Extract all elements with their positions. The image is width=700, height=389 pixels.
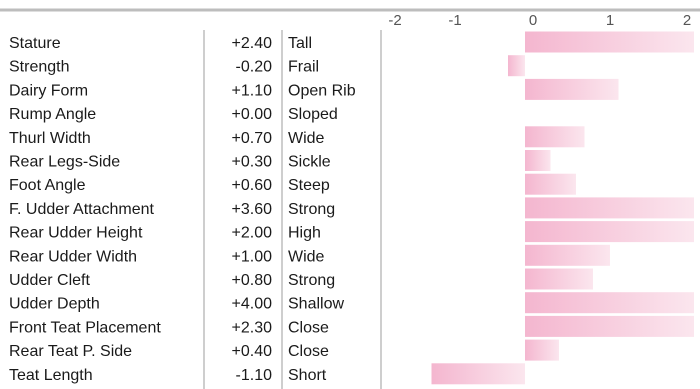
trait-row: Rear Udder Height +2.00 High xyxy=(9,221,694,243)
trait-bar xyxy=(525,292,694,314)
trait-value: +1.00 xyxy=(232,248,273,265)
trait-name: Rump Angle xyxy=(9,106,96,123)
trait-row: Rump Angle +0.00 Sloped xyxy=(9,106,338,123)
trait-value: +2.30 xyxy=(232,319,273,336)
trait-bar xyxy=(525,173,576,195)
trait-value: +0.70 xyxy=(232,130,273,147)
trait-row: Strength -0.20 Frail xyxy=(9,55,525,77)
trait-value: +0.60 xyxy=(232,177,273,194)
trait-value: +2.40 xyxy=(232,35,273,52)
trait-name: Dairy Form xyxy=(9,82,88,99)
trait-bar xyxy=(525,78,619,100)
trait-row: Udder Depth +4.00 Shallow xyxy=(9,292,694,314)
trait-row: Dairy Form +1.10 Open Rib xyxy=(9,78,619,100)
trait-bar xyxy=(525,339,559,361)
trait-row: Front Teat Placement +2.30 Close xyxy=(9,315,694,337)
trait-descriptor: Wide xyxy=(288,248,325,265)
x-tick-label: -2 xyxy=(388,12,401,29)
trait-descriptor: Strong xyxy=(288,272,335,289)
trait-bar xyxy=(508,55,525,77)
trait-bar xyxy=(525,221,694,243)
trait-descriptor: High xyxy=(288,225,321,242)
trait-descriptor: Open Rib xyxy=(288,82,356,99)
trait-descriptor: Shallow xyxy=(288,296,344,313)
trait-value: +0.00 xyxy=(232,106,273,123)
trait-bar xyxy=(525,197,694,219)
trait-row: Rear Udder Width +1.00 Wide xyxy=(9,244,610,266)
trait-row: Teat Length -1.10 Short xyxy=(9,363,525,385)
trait-name: Rear Udder Width xyxy=(9,248,137,265)
trait-descriptor: Frail xyxy=(288,59,319,76)
x-tick-label: 1 xyxy=(606,12,614,29)
trait-row: F. Udder Attachment +3.60 Strong xyxy=(9,197,694,219)
trait-value: +3.60 xyxy=(232,201,273,218)
trait-value: +1.10 xyxy=(232,82,273,99)
trait-value: +0.30 xyxy=(232,154,273,171)
trait-bar xyxy=(525,268,593,290)
trait-name: Strength xyxy=(9,59,69,76)
trait-name: Rear Legs-Side xyxy=(9,154,120,171)
trait-value: +4.00 xyxy=(232,296,273,313)
trait-name: Udder Cleft xyxy=(9,272,90,289)
trait-bar xyxy=(525,315,694,337)
trait-name: Foot Angle xyxy=(9,177,86,194)
trait-value: +2.00 xyxy=(232,225,273,242)
trait-row: Rear Legs-Side +0.30 Sickle xyxy=(9,150,551,171)
trait-row: Stature +2.40 Tall xyxy=(9,31,694,53)
trait-descriptor: Strong xyxy=(288,201,335,218)
trait-name: Front Teat Placement xyxy=(9,319,161,336)
trait-descriptor: Sickle xyxy=(288,154,331,171)
trait-bar xyxy=(525,150,551,171)
trait-name: Rear Udder Height xyxy=(9,225,143,242)
trait-row: Foot Angle +0.60 Steep xyxy=(9,173,576,195)
trait-descriptor: Short xyxy=(288,367,327,384)
trait-bar xyxy=(431,363,525,385)
trait-row: Rear Teat P. Side +0.40 Close xyxy=(9,339,559,361)
trait-value: +0.40 xyxy=(232,343,273,360)
trait-value: +0.80 xyxy=(232,272,273,289)
trait-bar xyxy=(525,244,610,266)
trait-bar xyxy=(525,31,694,53)
x-axis-ticks: -2 -1 0 1 2 xyxy=(388,12,691,29)
trait-bar xyxy=(525,126,585,148)
trait-value: -1.10 xyxy=(236,367,273,384)
trait-descriptor: Steep xyxy=(288,177,330,194)
trait-descriptor: Sloped xyxy=(288,106,338,123)
trait-row: Udder Cleft +0.80 Strong xyxy=(9,268,593,290)
trait-name: Rear Teat P. Side xyxy=(9,343,132,360)
trait-descriptor: Wide xyxy=(288,130,325,147)
trait-name: Teat Length xyxy=(9,367,93,384)
trait-descriptor: Close xyxy=(288,319,329,336)
trait-name: Thurl Width xyxy=(9,130,91,147)
trait-name: Udder Depth xyxy=(9,296,100,313)
trait-descriptor: Close xyxy=(288,343,329,360)
x-tick-label: 0 xyxy=(529,12,537,29)
trait-rows: Stature +2.40 Tall Strength -0.20 Frail Dairy … xyxy=(9,31,694,385)
trait-name: Stature xyxy=(9,35,61,52)
trait-name: F. Udder Attachment xyxy=(9,201,155,218)
x-tick-label: 2 xyxy=(683,12,691,29)
trait-row: Thurl Width +0.70 Wide xyxy=(9,126,585,148)
trait-descriptor: Tall xyxy=(288,35,312,52)
trait-value: -0.20 xyxy=(236,59,273,76)
x-tick-label: -1 xyxy=(448,12,461,29)
